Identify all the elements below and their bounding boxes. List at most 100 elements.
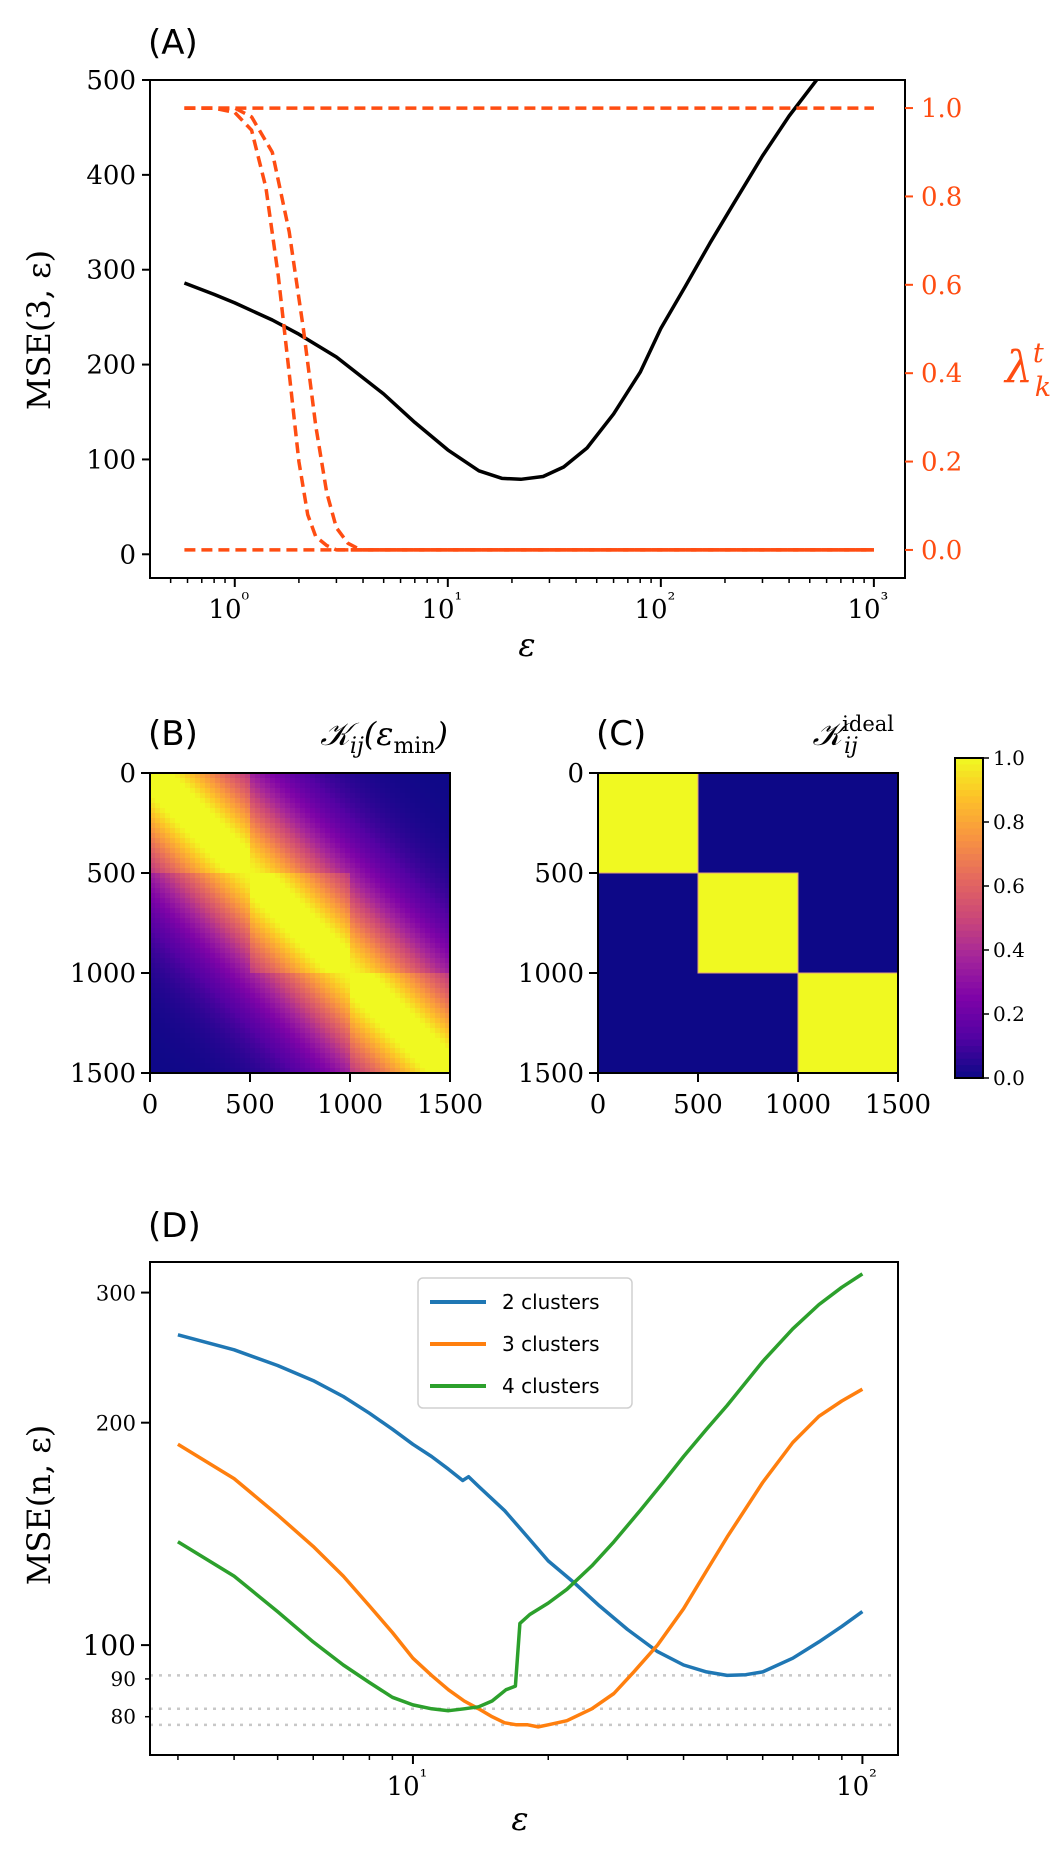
heatmap-b-cell — [440, 1033, 446, 1039]
heatmap-b-cell — [225, 818, 231, 824]
heatmap-b-cell — [350, 1003, 356, 1009]
heatmap-b-cell — [185, 993, 191, 999]
heatmap-b-cell — [290, 1023, 296, 1029]
heatmap-b-cell — [310, 923, 316, 929]
heatmap-b-cell — [210, 883, 216, 889]
heatmap-b-cell — [215, 853, 221, 859]
heatmap-b-cell — [335, 893, 341, 899]
heatmap-b-cell — [395, 803, 401, 809]
heatmap-b-cell — [295, 793, 301, 799]
heatmap-b-cell — [405, 803, 411, 809]
heatmap-b-cell — [240, 823, 246, 829]
heatmap-b-cell — [380, 848, 386, 854]
heatmap-b-cell — [295, 978, 301, 984]
heatmap-b-cell — [355, 933, 361, 939]
heatmap-b-cell — [360, 783, 366, 789]
heatmap-b-cell — [225, 788, 231, 794]
heatmap-b-cell — [350, 1023, 356, 1029]
heatmap-b-cell — [275, 828, 281, 834]
heatmap-b-cell — [335, 908, 341, 914]
heatmap-b-cell — [165, 883, 171, 889]
heatmap-b-cell — [405, 973, 411, 979]
heatmap-b-cell — [190, 1053, 196, 1059]
heatmap-b-cell — [390, 873, 396, 879]
heatmap-b-cell — [255, 1043, 261, 1049]
heatmap-b-cell — [165, 788, 171, 794]
heatmap-b-cell — [245, 948, 251, 954]
heatmap-b-cell — [340, 1008, 346, 1014]
heatmap-b-cell — [160, 1013, 166, 1019]
heatmap-b-cell — [210, 1048, 216, 1054]
heatmap-b-cell — [395, 848, 401, 854]
heatmap-b-cell — [365, 978, 371, 984]
heatmap-b-cell — [355, 818, 361, 824]
heatmap-b-cell — [235, 908, 241, 914]
heatmap-b-cell — [185, 873, 191, 879]
heatmap-b-cell — [150, 1023, 156, 1029]
heatmap-b-cell — [310, 888, 316, 894]
heatmap-b-cell — [270, 908, 276, 914]
heatmap-b-cell — [190, 963, 196, 969]
heatmap-b-cell — [355, 998, 361, 1004]
heatmap-b-cell — [310, 1038, 316, 1044]
heatmap-b-cell — [315, 948, 321, 954]
heatmap-b-cell — [205, 858, 211, 864]
heatmap-b-cell — [215, 903, 221, 909]
heatmap-b-cell — [160, 773, 166, 779]
heatmap-b-cell — [390, 1003, 396, 1009]
heatmap-b-cell — [395, 778, 401, 784]
heatmap-b-cell — [175, 998, 181, 1004]
heatmap-b-cell — [200, 888, 206, 894]
heatmap-b-cell — [420, 823, 426, 829]
heatmap-b-cell — [190, 1003, 196, 1009]
heatmap-b-cell — [170, 923, 176, 929]
heatmap-b-cell — [215, 823, 221, 829]
heatmap-b-cell — [375, 823, 381, 829]
heatmap-b-cell — [190, 878, 196, 884]
heatmap-b-cell — [380, 948, 386, 954]
heatmap-b-cell — [250, 883, 256, 889]
heatmap-b-cell — [425, 908, 431, 914]
heatmap-b-cell — [225, 1008, 231, 1014]
heatmap-b-cell — [325, 803, 331, 809]
heatmap-b-cell — [155, 808, 161, 814]
heatmap-b-cell — [150, 1013, 156, 1019]
heatmap-b-cell — [220, 913, 226, 919]
heatmap-b-cell — [435, 948, 441, 954]
heatmap-b-cell — [275, 808, 281, 814]
heatmap-b-cell — [290, 913, 296, 919]
heatmap-b-cell — [180, 803, 186, 809]
heatmap-b-cell — [150, 803, 156, 809]
heatmap-b-cell — [215, 953, 221, 959]
heatmap-b-cell — [215, 773, 221, 779]
heatmap-b-cell — [410, 778, 416, 784]
heatmap-b-cell — [400, 863, 406, 869]
heatmap-b-cell — [345, 773, 351, 779]
heatmap-b-cell — [365, 793, 371, 799]
heatmap-b-cell — [165, 1063, 171, 1069]
heatmap-b-cell — [190, 1008, 196, 1014]
heatmap-b-cell — [420, 1008, 426, 1014]
heatmap-b-cell — [375, 1053, 381, 1059]
heatmap-b-cell — [395, 978, 401, 984]
heatmap-b-cell — [205, 928, 211, 934]
heatmap-b-cell — [390, 1033, 396, 1039]
heatmap-b-cell — [380, 953, 386, 959]
heatmap-b-cell — [405, 773, 411, 779]
heatmap-b-cell — [325, 843, 331, 849]
heatmap-b-cell — [445, 828, 451, 834]
heatmap-b-cell — [150, 848, 156, 854]
heatmap-b-cell — [255, 783, 261, 789]
heatmap-b-cell — [435, 968, 441, 974]
heatmap-b-cell — [445, 978, 451, 984]
heatmap-b-cell — [155, 1043, 161, 1049]
panel-d-yminor-label: 90 — [111, 1667, 136, 1691]
heatmap-b-cell — [410, 853, 416, 859]
heatmap-b-cell — [185, 778, 191, 784]
heatmap-b-cell — [155, 793, 161, 799]
heatmap-b-cell — [155, 773, 161, 779]
heatmap-b-cell — [350, 973, 356, 979]
heatmap-b-cell — [430, 1063, 436, 1069]
heatmap-b-cell — [270, 903, 276, 909]
heatmap-b-cell — [190, 873, 196, 879]
